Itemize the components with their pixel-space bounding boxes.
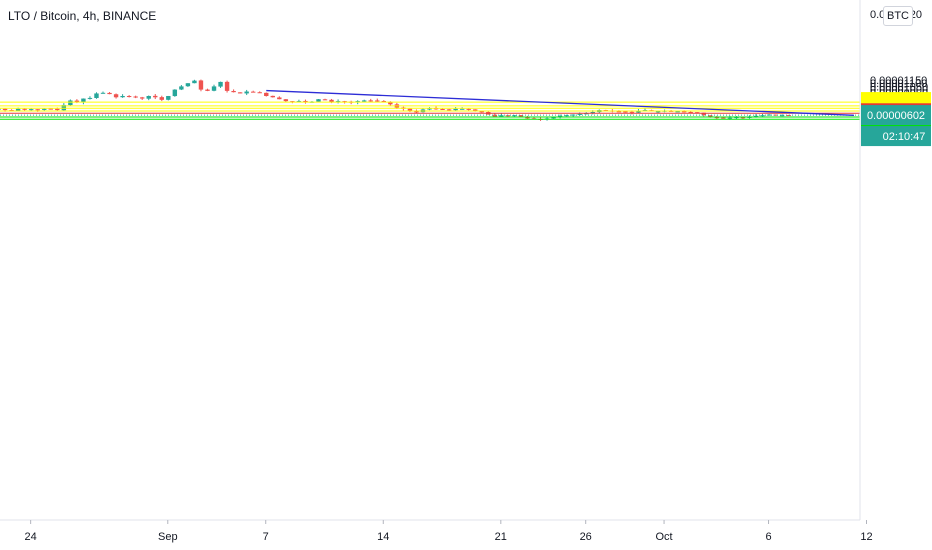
candle [218, 81, 223, 88]
candle [779, 114, 785, 117]
time-tick-label: 12 [860, 531, 872, 543]
candle [198, 79, 204, 92]
candle [107, 92, 112, 95]
candle [270, 95, 275, 98]
horizontal-levels-layer [0, 101, 860, 120]
candle [87, 96, 93, 100]
candle [211, 84, 217, 92]
candle [264, 92, 269, 97]
candle [94, 92, 99, 99]
time-tick-label: Sep [158, 531, 178, 543]
candle [179, 84, 184, 91]
candle [557, 114, 563, 119]
candle [335, 99, 341, 104]
last-price-tag: 0.00000602 [861, 105, 931, 126]
candle [146, 95, 151, 101]
time-axis[interactable]: 24 Sep 7 14 21 26 Oct 6 12 [25, 520, 873, 543]
price-tick-label: 0.00001150 [870, 75, 927, 87]
time-tick-label: 14 [377, 531, 389, 543]
time-tick-label: Oct [655, 531, 672, 543]
candle [237, 92, 243, 94]
candle [224, 80, 230, 93]
candle [231, 89, 236, 93]
candle [159, 95, 164, 102]
candle [185, 83, 191, 87]
time-tick-label: 24 [25, 531, 37, 543]
countdown-tag: 02:10:47 [861, 126, 931, 147]
candle [153, 94, 158, 100]
currency-button[interactable]: BTC [883, 6, 913, 26]
trendline[interactable] [266, 89, 854, 116]
candle [257, 91, 262, 94]
candle [316, 99, 321, 102]
last-price-label: 0.00000602 [867, 110, 925, 122]
candle [322, 98, 328, 101]
countdown-label: 02:10:47 [883, 131, 926, 143]
price-tags-layer: 0.000008050.000007450.000007080.00000665… [861, 92, 931, 147]
candle [205, 88, 210, 92]
candle [283, 99, 289, 103]
candle [133, 95, 138, 99]
candle [166, 95, 171, 101]
candle [362, 99, 367, 102]
candle [786, 114, 791, 117]
candle [81, 98, 86, 105]
time-tick-label: 7 [263, 531, 269, 543]
candle [407, 108, 413, 113]
candle [100, 91, 106, 94]
time-tick-label: 21 [495, 531, 507, 543]
candle [277, 96, 282, 100]
time-tick-label: 26 [580, 531, 592, 543]
price-tick-label: 0.00001050 [870, 81, 928, 93]
candle [773, 114, 778, 116]
candle [564, 114, 569, 117]
time-tick-label: 6 [765, 531, 771, 543]
chart-title: LTO / Bitcoin, 4h, BINANCE [8, 9, 157, 23]
candle [61, 103, 67, 112]
candle [192, 79, 197, 84]
price-tick-label: 0.00001100 [870, 78, 927, 90]
candle [126, 95, 132, 98]
candle [244, 89, 249, 96]
candle [113, 93, 119, 99]
candle [251, 90, 256, 93]
candle [42, 108, 47, 111]
candle [172, 89, 178, 97]
candle [0, 108, 1, 110]
candle [139, 96, 145, 100]
candle [766, 114, 772, 116]
trendline-layer [266, 89, 854, 116]
candle [120, 94, 125, 98]
